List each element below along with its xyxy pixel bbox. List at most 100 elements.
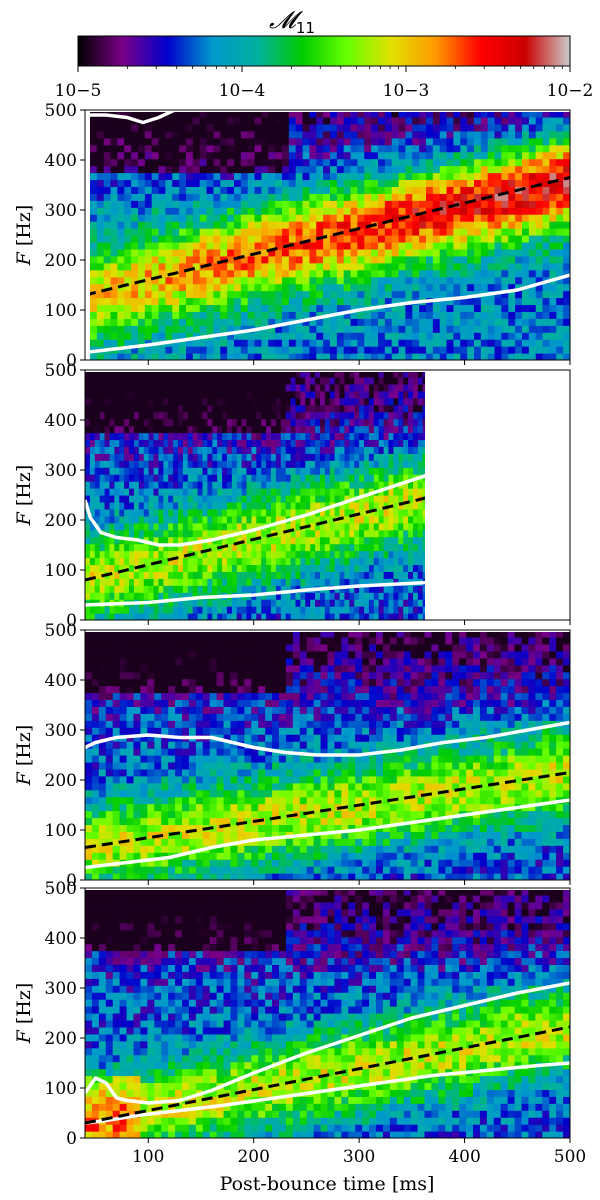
heatmap-cell <box>324 467 331 475</box>
heatmap-cell <box>163 550 169 559</box>
heatmap-cell <box>480 346 489 354</box>
heatmap-cell <box>256 481 262 489</box>
heatmap-cell <box>222 571 228 579</box>
heatmap-cell <box>329 508 336 517</box>
heatmap-cell <box>212 578 218 586</box>
heatmap-cell <box>285 564 292 572</box>
heatmap-cell <box>90 297 98 306</box>
heatmap-cell <box>403 557 409 566</box>
heatmap-cell <box>368 453 375 461</box>
heatmap-cell <box>315 411 321 420</box>
heatmap-cell <box>368 376 375 385</box>
heatmap-cell <box>222 439 228 447</box>
heatmap-cell <box>295 311 304 319</box>
heatmap-cell <box>117 112 125 118</box>
heatmap-cell <box>432 112 441 118</box>
heatmap-cell <box>391 130 400 139</box>
heatmap-cell <box>173 515 179 524</box>
heatmap-cell <box>247 297 256 306</box>
heatmap-cell <box>305 564 311 572</box>
heatmap-cell <box>419 193 427 201</box>
heatmap-cell <box>474 214 482 222</box>
heatmap-cell <box>426 283 434 292</box>
heatmap-cell <box>124 214 132 222</box>
heatmap-cell <box>383 529 390 538</box>
heatmap-cell <box>563 262 570 271</box>
heatmap-cell <box>354 529 360 538</box>
heatmap-cell <box>231 606 238 614</box>
heatmap-cell <box>419 311 427 319</box>
heatmap-cell <box>114 390 120 399</box>
heatmap-cell <box>261 228 269 236</box>
heatmap-cell <box>522 241 530 250</box>
heatmap-cell <box>158 332 167 340</box>
heatmap-cell <box>165 214 173 222</box>
heatmap-cell <box>178 578 184 586</box>
heatmap-cell <box>99 543 106 552</box>
heatmap-cell <box>419 228 427 236</box>
heatmap-cell <box>384 144 393 153</box>
heatmap-cell <box>192 248 201 257</box>
heatmap-cell <box>522 262 530 271</box>
heatmap-cell <box>213 214 221 222</box>
heatmap-cell <box>339 522 346 531</box>
heatmap-cell <box>178 467 184 475</box>
heatmap-cell <box>172 311 180 319</box>
heatmap-cell <box>467 248 475 257</box>
heatmap-cell <box>192 453 199 461</box>
heatmap-cell <box>339 508 346 517</box>
heatmap-cell <box>268 130 276 139</box>
heatmap-cell <box>192 613 199 620</box>
heatmap-cell <box>220 290 228 299</box>
heatmap-cell <box>426 123 434 132</box>
heatmap-cell <box>179 200 187 208</box>
heatmap-cell <box>310 432 316 441</box>
heatmap-cell <box>542 297 551 306</box>
heatmap-cell <box>393 383 399 392</box>
heatmap-cell <box>199 290 208 299</box>
heatmap-cell <box>357 179 365 187</box>
heatmap-cell <box>236 599 243 607</box>
heatmap-cell <box>300 543 306 552</box>
heatmap-cell <box>412 276 420 285</box>
heatmap-cell <box>388 564 394 572</box>
heatmap-cell <box>501 221 509 229</box>
heatmap-cell <box>290 418 297 427</box>
heatmap-cell <box>300 495 306 503</box>
heatmap-cell <box>110 221 119 229</box>
heatmap-cell <box>117 123 125 132</box>
heatmap-cell <box>542 325 551 333</box>
heatmap-cell <box>316 116 324 125</box>
heatmap-cell <box>315 529 321 538</box>
heatmap-cell <box>131 297 139 306</box>
heatmap-cell <box>212 515 218 524</box>
heatmap-cell <box>131 137 139 146</box>
heatmap-cell <box>182 508 189 517</box>
heatmap-cell <box>90 137 98 146</box>
heatmap-cell <box>148 425 155 434</box>
heatmap-cell <box>354 522 360 531</box>
heatmap-cell <box>487 179 496 187</box>
heatmap-cell <box>197 481 204 489</box>
heatmap-cell <box>217 564 223 572</box>
heatmap-cell <box>89 578 96 586</box>
heatmap-cell <box>213 165 221 174</box>
heatmap-cell <box>114 606 120 614</box>
heatmap-cell <box>384 255 393 264</box>
heatmap-cell <box>275 112 283 118</box>
heatmap-cell <box>197 529 204 538</box>
heatmap-cell <box>222 613 228 620</box>
heatmap-cell <box>426 346 434 354</box>
heatmap-cell <box>344 481 350 489</box>
heatmap-cell <box>350 200 359 208</box>
heatmap-cell <box>227 112 235 118</box>
heatmap-cell <box>300 446 306 454</box>
heatmap-cell <box>316 158 324 167</box>
heatmap-cell <box>302 262 311 271</box>
heatmap-cell <box>231 564 238 572</box>
heatmap-cell <box>359 508 365 517</box>
heatmap-cell <box>288 290 297 299</box>
heatmap-cell <box>373 467 380 475</box>
heatmap-cell <box>254 151 263 160</box>
heatmap-cell <box>254 144 263 153</box>
